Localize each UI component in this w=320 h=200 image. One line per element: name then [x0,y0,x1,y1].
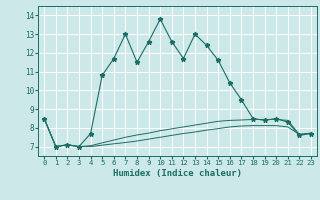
X-axis label: Humidex (Indice chaleur): Humidex (Indice chaleur) [113,169,242,178]
